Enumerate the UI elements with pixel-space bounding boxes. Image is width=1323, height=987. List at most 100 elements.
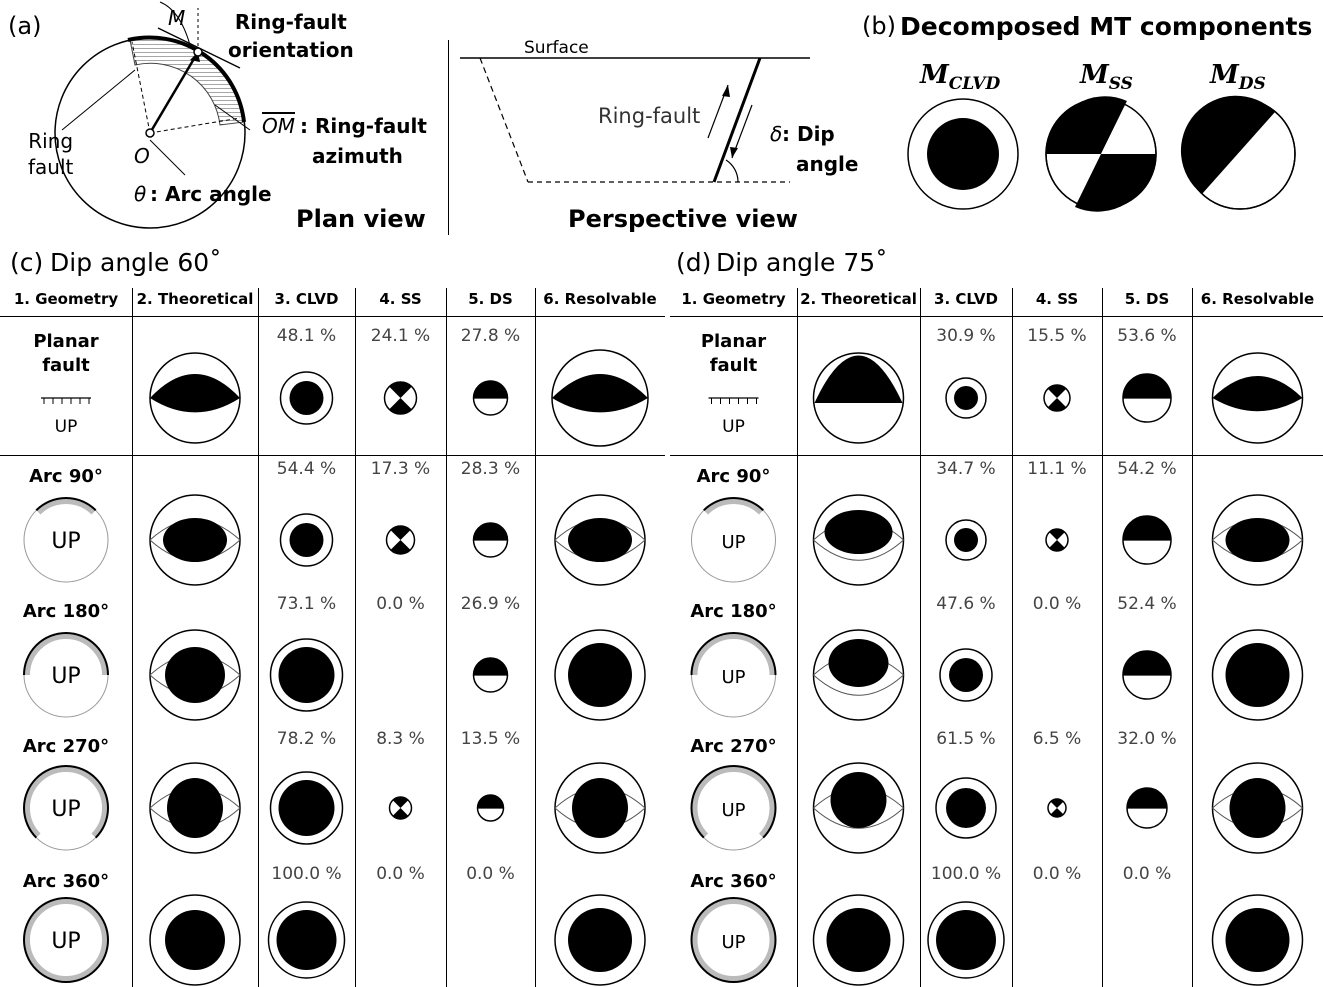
panel_d-row4-up-label: UP (721, 932, 745, 953)
panel_d-row1-theoretical-arc2 (813, 539, 904, 561)
panel_c-row2-ds-top (473, 658, 508, 675)
panel_d-row3-ds-top (1127, 788, 1167, 808)
label-arc-angle: : Arc angle (150, 182, 272, 206)
panel_c-row3-clvd-percent: 78.2 % (276, 729, 337, 749)
panel_c-row1-clvd-inner (289, 523, 324, 557)
panel_d-row3-clvd-percent: 61.5 % (936, 729, 996, 749)
panel_c-header-5: 6. Resolvable (543, 290, 657, 308)
panel_c-row2-ss-percent: 0.0 % (376, 594, 425, 614)
panel_d-row1-geometry-band (703, 498, 764, 515)
panel_c-header-4: 5. DS (468, 290, 513, 308)
panel_c-row1-ss-q2 (390, 540, 411, 554)
panel-b-letter: (b) (862, 12, 896, 40)
panel_c-row1-geometry-band (36, 498, 96, 515)
label-m-ds: MDS (1210, 60, 1266, 95)
label-m-clvd: MCLVD (920, 60, 1001, 95)
panel-d-letter: (d) (676, 248, 712, 277)
panel_c-row0-theoretical-lens (150, 374, 240, 413)
panel_d-row2-resolvable-inner (1225, 643, 1290, 707)
separator (448, 40, 449, 235)
panel_c-row4-theoretical-inner (165, 910, 225, 970)
panel_d-row2-theoretical-arc2 (813, 674, 904, 696)
panel_c-row2-geometry-band (24, 633, 108, 676)
panel_d-row4-theoretical-inner (826, 908, 891, 972)
panel_d-row3-label: Arc 270° (690, 736, 777, 757)
panel_c-row4-resolvable-inner (568, 908, 632, 972)
panel_d-planar-rule (670, 455, 1323, 456)
panel_d-row3-geometry-band (691, 766, 776, 838)
panel_c-col-divider (535, 288, 536, 987)
panel_d-row0-theoretical-cap (814, 355, 903, 403)
panel_d-row2-ds-top (1123, 651, 1171, 675)
label-azimuth: azimuth (312, 144, 403, 168)
panel_d-row1-ds-percent: 54.2 % (1117, 459, 1177, 479)
panel_c-row4-up-label: UP (51, 929, 80, 954)
panel_c-header-1: 2. Theoretical (136, 290, 254, 308)
label-om: OM (262, 114, 295, 138)
panel_c-row1-theoretical-blob (163, 518, 227, 562)
panel_c-header-2: 3. CLVD (274, 290, 339, 308)
label-theta: θ (134, 182, 147, 206)
label-m-ss: MSS (1080, 60, 1133, 95)
panel_c-row0-ds-percent: 27.8 % (460, 326, 521, 346)
panel_d-col-divider (1012, 288, 1013, 987)
panel_d-row3-ds-percent: 32.0 % (1117, 729, 1177, 749)
panel_c-row3-ss-q2 (392, 808, 409, 819)
panel_c-row0-label: Planar fault (33, 331, 99, 376)
panel_d-row2-clvd-inner (949, 658, 983, 692)
panel_c-header-3: 4. SS (379, 290, 422, 308)
panel_d-row4-ss-percent: 0.0 % (1032, 864, 1082, 884)
panel_c-col-divider (258, 288, 259, 987)
panel_c-row0-ds-top (473, 381, 508, 398)
panel_d-row0-ss-q2 (1047, 398, 1067, 411)
panel_d-row0-clvd-percent: 30.9 % (936, 326, 996, 346)
panel_c-row3-label: Arc 270° (22, 736, 110, 757)
panel-c-letter: (c) (10, 248, 44, 277)
panel_d-row0-clvd-inner (954, 386, 978, 410)
panel_d-row0-label: Planar fault (700, 331, 767, 376)
panel_c-row3-clvd-inner (278, 780, 335, 836)
label-o: O (134, 144, 150, 168)
panel_c-row1-geometry-edge (35, 497, 97, 512)
ss-beachball (1045, 96, 1157, 212)
delta-label: δ (770, 122, 783, 146)
panel_c-row1-ss-percent: 17.3 % (370, 459, 431, 479)
panel_d-row3-geometry-edge (690, 765, 777, 839)
panel-c-title: Dip angle 60˚ (50, 248, 222, 277)
panel_c-row4-ds-percent: 0.0 % (466, 864, 515, 884)
panel_c-row1-label: Arc 90° (29, 466, 103, 487)
panel_d-row3-resolvable-blob (1229, 778, 1286, 838)
panel_c-row4-geometry-outer (23, 897, 109, 983)
surface-label: Surface (524, 38, 589, 58)
panel_c-row4-clvd-percent: 100.0 % (271, 864, 342, 884)
panel_c-row0-ss-q2 (389, 398, 412, 414)
dip-label-a: : Dip (782, 122, 835, 146)
panel_d-row0-resolvable-lens (1212, 376, 1303, 412)
perspective-view-label: Perspective view (568, 205, 798, 233)
panel_d-col-divider (1192, 288, 1193, 987)
panel_c-row4-clvd-inner (276, 910, 337, 970)
panel_d-row2-clvd-percent: 47.6 % (936, 594, 996, 614)
panel_c-row0-clvd-inner (289, 381, 324, 415)
panel_d-row1-clvd-inner (954, 528, 978, 552)
panel_c-row3-ss-q1 (392, 797, 409, 808)
panel_d-planar-up-label: UP (722, 417, 745, 437)
ring-fault-arc (127, 35, 246, 123)
panel_c-row2-label: Arc 180° (22, 601, 110, 622)
panel_c-row4-label: Arc 360° (22, 871, 110, 892)
panel_d-row4-label: Arc 360° (690, 871, 777, 892)
label-m: M (168, 6, 186, 30)
panel_d-row2-ds-percent: 52.4 % (1117, 594, 1177, 614)
panel_c-row4-geometry-band (24, 898, 108, 982)
panel_c-row3-ds-top (477, 795, 504, 808)
panel_c-row2-up-label: UP (51, 664, 80, 689)
panel_d-row1-ds-top (1123, 516, 1171, 540)
panel_d-row3-clvd-inner (946, 788, 986, 828)
perspective-diagram (460, 57, 810, 183)
panel_d-row2-up-label: UP (721, 667, 745, 688)
panel_d-row2-geometry-band (691, 633, 776, 676)
label-om-text: : Ring-fault (300, 114, 427, 138)
panel-d-title: Dip angle 75˚ (716, 248, 888, 277)
panel_c-col-divider (355, 288, 356, 987)
